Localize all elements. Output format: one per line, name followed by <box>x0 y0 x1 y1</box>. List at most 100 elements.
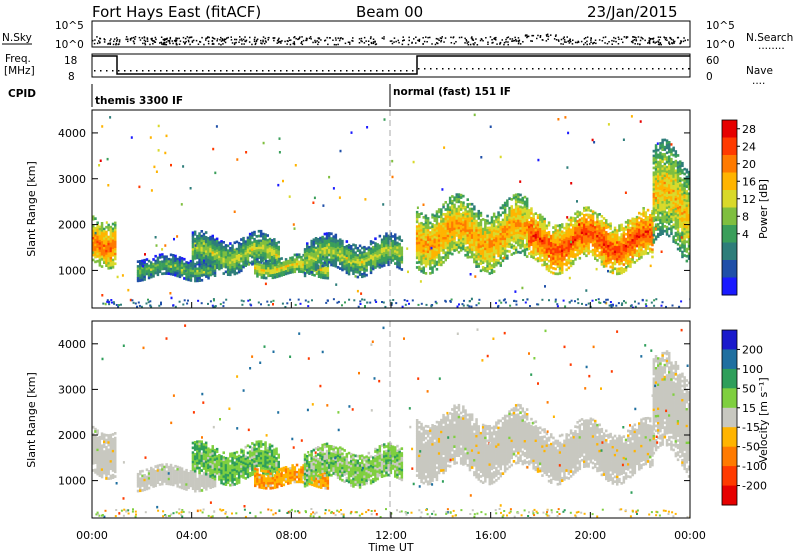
scatter-cell <box>231 251 234 255</box>
scatter-cell <box>457 236 461 240</box>
scatter-cell <box>107 477 110 480</box>
scatter-cell <box>661 213 664 216</box>
scatter-cell <box>594 211 597 215</box>
scatter-cell <box>112 301 115 304</box>
scatter-cell <box>651 217 654 220</box>
scatter-cell <box>543 244 546 247</box>
scatter-cell <box>504 301 507 304</box>
scatter-cell <box>323 247 327 250</box>
scatter-cell <box>532 251 535 255</box>
scatter-cell <box>459 237 463 240</box>
scatter-cell <box>420 269 423 273</box>
scatter-cell <box>100 224 104 228</box>
scatter-cell <box>663 169 667 173</box>
scatter-cell <box>420 226 423 230</box>
scatter-cell <box>501 218 505 222</box>
scatter-cell <box>376 260 379 263</box>
scatter-cell <box>435 253 439 257</box>
scatter-cell <box>523 205 527 209</box>
scatter-cell <box>334 250 338 254</box>
scatter-cell <box>600 248 604 252</box>
scatter-cell <box>109 465 113 468</box>
scatter-cell <box>525 204 529 208</box>
scatter-cell <box>103 457 106 461</box>
scatter-cell <box>525 219 529 222</box>
scatter-cell <box>372 250 375 254</box>
scatter-cell <box>514 231 518 235</box>
scatter-cell <box>94 248 97 252</box>
scatter-cell <box>514 219 518 223</box>
scatter-cell <box>627 248 630 251</box>
scatter-cell <box>572 216 575 220</box>
scatter-cell <box>536 242 540 246</box>
scatter-cell <box>475 265 478 268</box>
scatter-cell <box>578 213 582 217</box>
scatter-cell <box>642 223 645 227</box>
scatter-cell <box>624 254 628 258</box>
scatter-cell <box>672 149 675 152</box>
scatter-cell <box>100 434 104 438</box>
scatter-cell <box>246 253 250 256</box>
scatter-cell <box>334 257 338 261</box>
scatter-cell <box>354 275 357 278</box>
scatter-cell <box>107 460 110 464</box>
scatter-cell <box>501 252 505 255</box>
scatter-cell <box>576 248 579 252</box>
scatter-cell <box>587 232 590 236</box>
scatter-cell <box>567 228 571 231</box>
scatter-cell <box>109 225 113 229</box>
scatter-cell <box>114 250 117 254</box>
scatter-cell <box>136 272 140 275</box>
scatter-cell <box>616 231 619 235</box>
scatter-cell <box>665 141 669 145</box>
scatter-cell <box>435 267 439 271</box>
scatter-cell <box>365 264 368 267</box>
scatter-cell <box>475 262 478 266</box>
scatter-cell <box>652 173 656 177</box>
scatter-cell <box>550 261 553 264</box>
scatter-cell <box>420 243 423 247</box>
scatter-cell <box>440 210 443 214</box>
scatter-cell <box>633 225 637 228</box>
scatter-cell <box>398 247 401 251</box>
scatter-cell <box>352 253 355 256</box>
scatter-cell <box>451 223 454 227</box>
scatter-cell <box>469 273 472 276</box>
scatter-cell <box>602 248 606 251</box>
scatter-cell <box>484 245 487 249</box>
scatter-cell <box>679 172 682 176</box>
scatter-cell <box>670 143 673 146</box>
scatter-cell <box>387 239 390 243</box>
scatter-cell <box>253 254 256 258</box>
scatter-cell <box>321 252 324 256</box>
scatter-cell <box>594 226 597 229</box>
scatter-cell <box>574 253 577 256</box>
scatter-cell <box>416 206 419 209</box>
scatter-cell <box>100 449 104 452</box>
scatter-cell <box>670 148 673 151</box>
scatter-cell <box>629 229 632 232</box>
scatter-cell <box>490 252 494 255</box>
scatter-cell <box>336 258 340 262</box>
scatter-cell <box>457 229 461 232</box>
scatter-cell <box>589 214 593 217</box>
scatter-cell <box>683 191 686 195</box>
scatter-cell <box>451 238 454 241</box>
scatter-cell <box>523 251 527 254</box>
scatter-cell <box>490 264 494 267</box>
scatter-cell <box>193 242 197 246</box>
scatter-cell <box>633 239 637 243</box>
scatter-cell <box>464 241 467 245</box>
scatter-cell <box>435 302 438 305</box>
scatter-cell <box>462 216 465 220</box>
scatter-cell <box>278 269 281 273</box>
scatter-cell <box>98 247 102 250</box>
scatter-cell <box>536 233 540 236</box>
scatter-cell <box>320 275 323 279</box>
scatter-cell <box>602 229 606 232</box>
scatter-cell <box>109 448 113 451</box>
scatter-cell <box>572 262 575 266</box>
scatter-cell <box>534 248 538 251</box>
scatter-cell <box>204 248 208 251</box>
scatter-cell <box>536 247 540 251</box>
